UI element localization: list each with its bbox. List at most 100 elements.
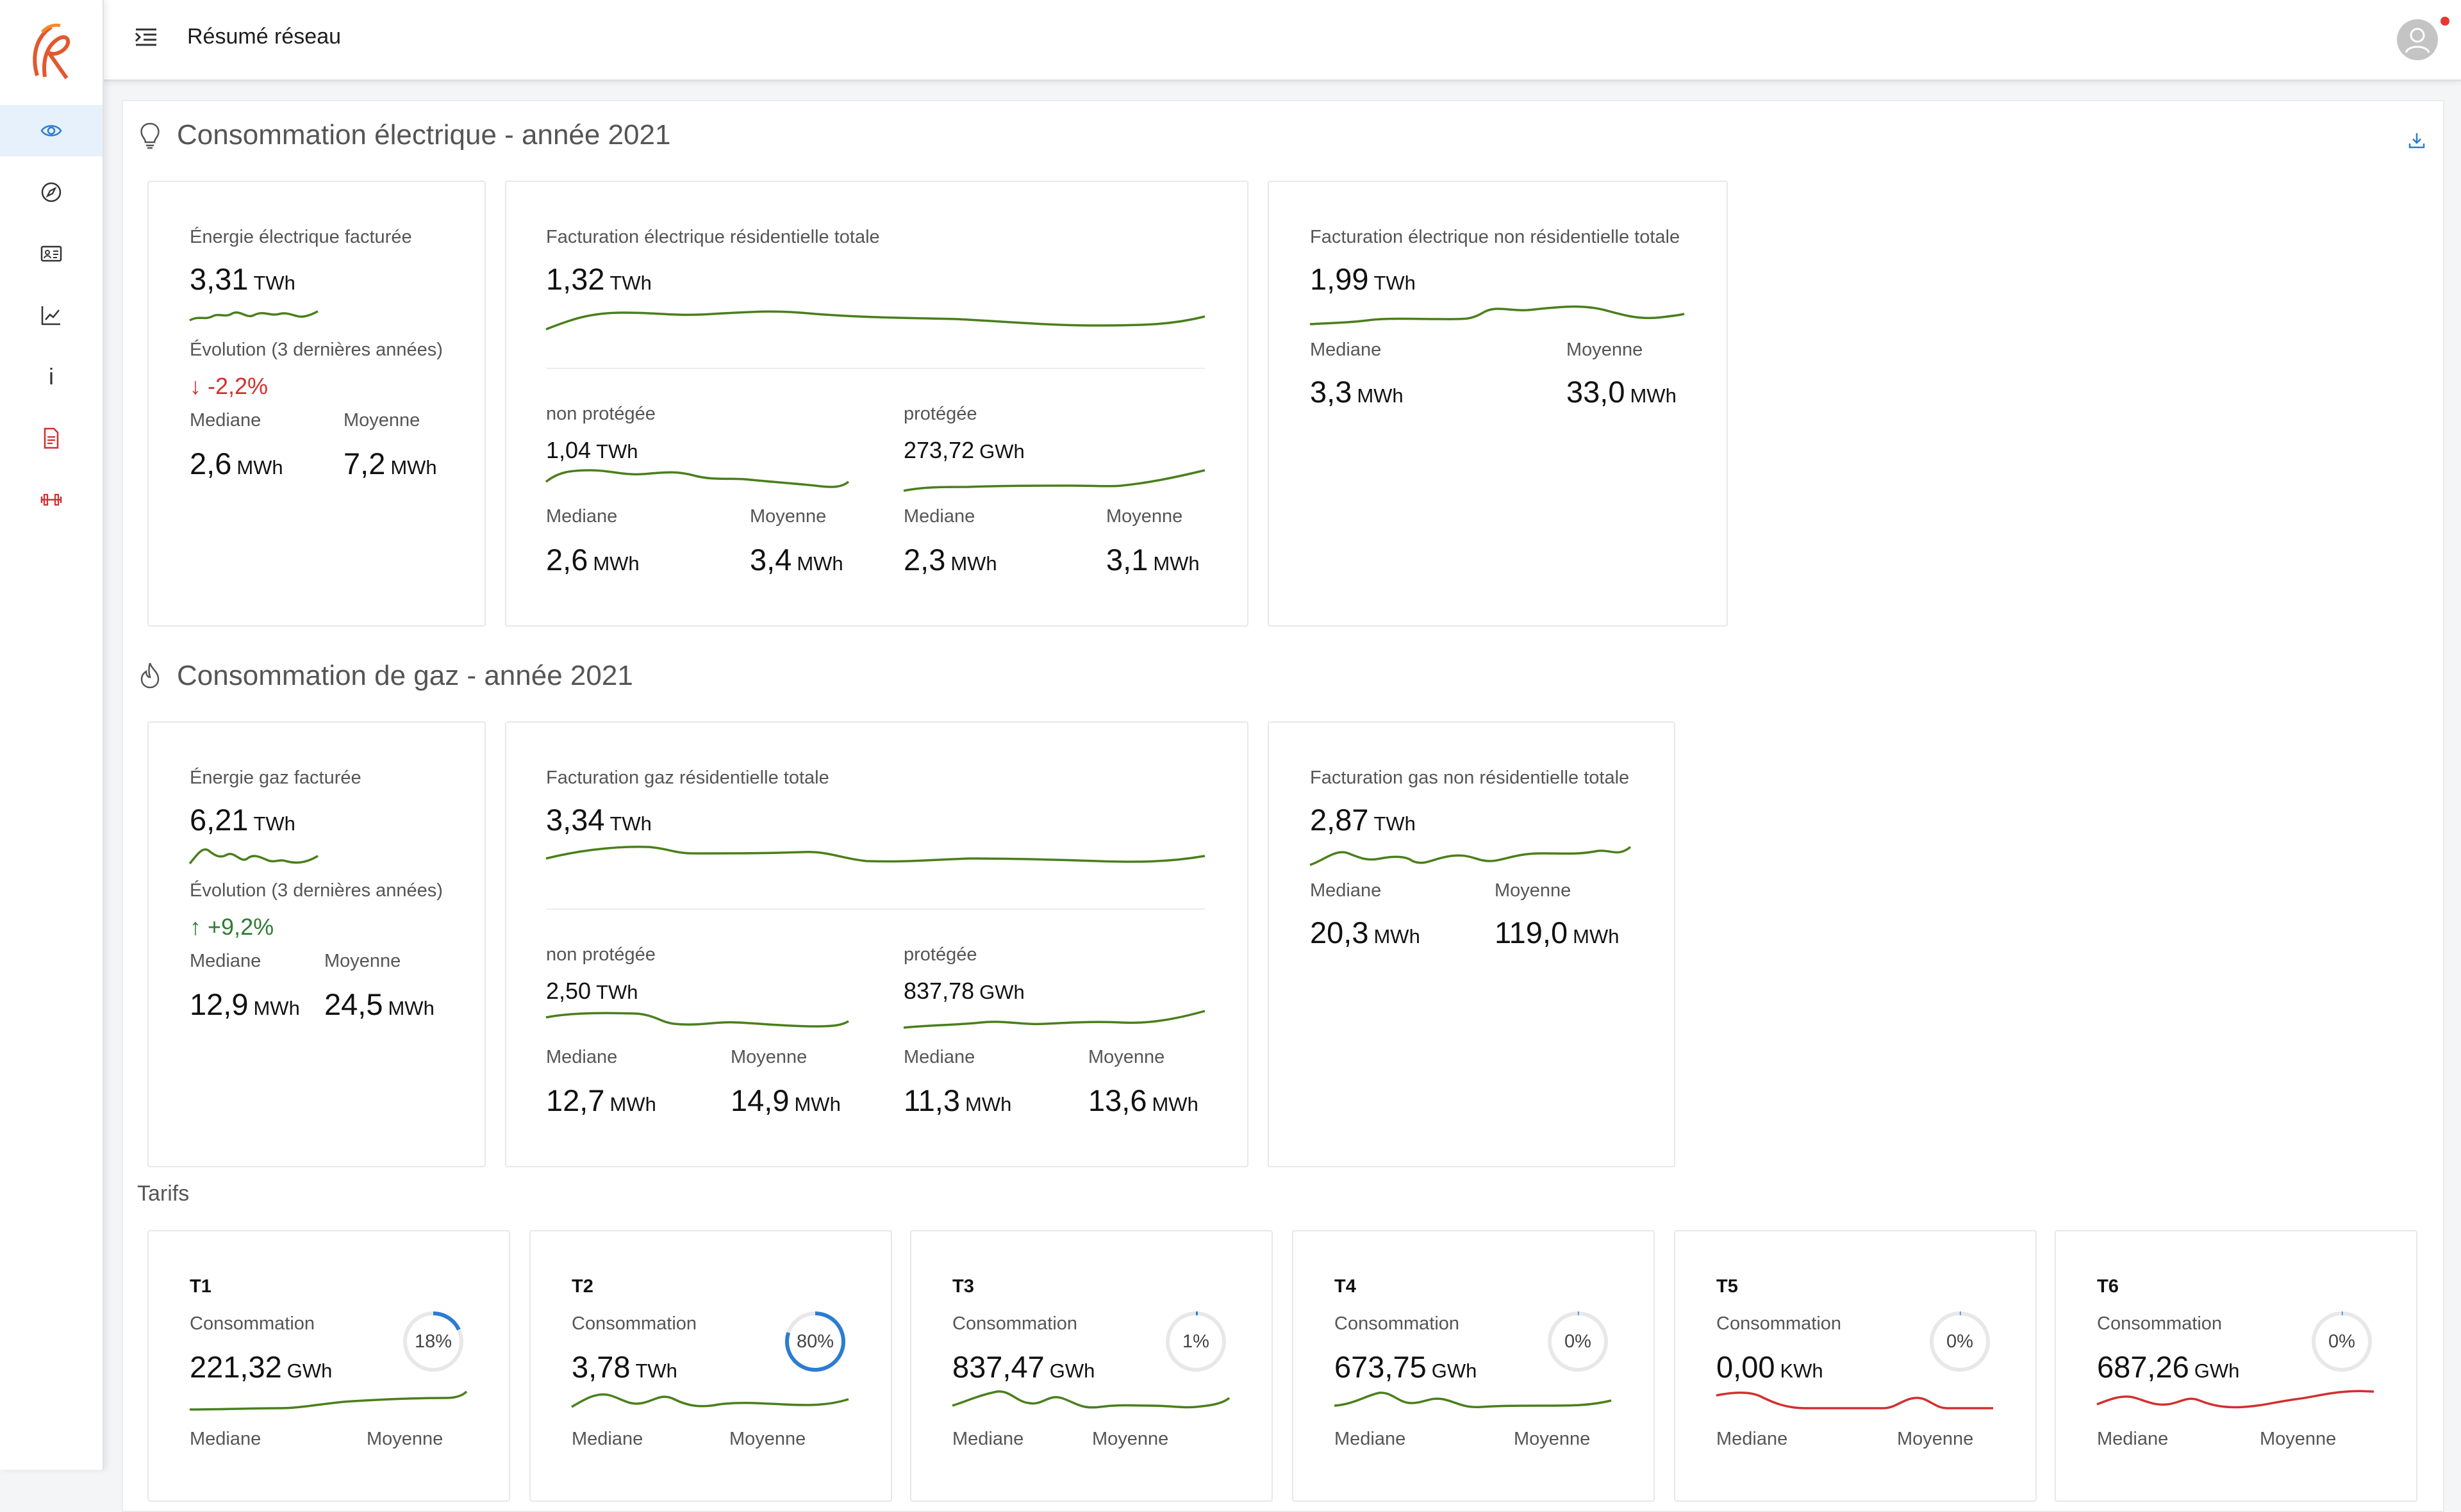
- median-label: Mediane: [1310, 340, 1382, 360]
- median-label: Mediane: [572, 1429, 643, 1449]
- tarif-name: T3: [952, 1276, 974, 1297]
- menu-toggle-icon[interactable]: [133, 24, 159, 50]
- sparkline: [189, 1390, 468, 1411]
- percent-text: 1%: [1182, 1331, 1209, 1352]
- percent-text: 0%: [1564, 1331, 1591, 1352]
- percent-text: 18%: [414, 1331, 452, 1352]
- median-value: 20,3 MWh: [1310, 916, 1420, 949]
- card-gas-residential: [505, 721, 1248, 1167]
- percent-text: 0%: [2328, 1331, 2355, 1352]
- consumption-label: Consommation: [2097, 1313, 2223, 1334]
- median-label: Mediane: [904, 506, 975, 527]
- median-label: Mediane: [1310, 880, 1382, 901]
- sparkline: [1309, 846, 1632, 866]
- mean-label: Moyenne: [1092, 1429, 1169, 1449]
- value-unprotected: 2,50 TWh: [546, 978, 638, 1004]
- sidebar-item-charts[interactable]: [0, 290, 103, 341]
- consumption-label: Consommation: [1716, 1313, 1842, 1334]
- flame-icon: [140, 662, 160, 689]
- sidebar-item-documents[interactable]: [0, 413, 103, 464]
- value-protected: 273,72 GWh: [904, 437, 1025, 463]
- value: 1,32 TWh: [546, 262, 652, 296]
- eye-icon: [40, 125, 62, 136]
- mean-label: Moyenne: [729, 1429, 806, 1449]
- notification-dot: [2440, 17, 2449, 26]
- value: 1,99 TWh: [1310, 262, 1416, 296]
- consumption-label: Consommation: [572, 1313, 697, 1334]
- sparkline: [952, 1390, 1230, 1409]
- mean-label: Moyenne: [324, 951, 401, 971]
- value: 2,87 TWh: [1310, 803, 1416, 837]
- sidebar-item-tools[interactable]: [0, 474, 103, 525]
- median-label: Mediane: [190, 1429, 261, 1449]
- percent-ring: [1930, 1311, 1990, 1372]
- label: Facturation gaz résidentielle totale: [546, 768, 829, 788]
- label-unprotected: non protégée: [546, 944, 656, 965]
- sparkline: [189, 310, 319, 322]
- consumption-value: 673,75 GWh: [1334, 1350, 1477, 1384]
- mean-label: Moyenne: [367, 1429, 443, 1449]
- median-value: 2,6 MWh: [546, 543, 640, 577]
- sparkline: [571, 1393, 849, 1408]
- tarif-name: T6: [2097, 1276, 2119, 1297]
- sparkline: [188, 848, 319, 865]
- consumption-value: 3,78 TWh: [572, 1350, 677, 1384]
- mean-label: Moyenne: [1106, 506, 1183, 527]
- consumption-label: Consommation: [952, 1313, 1078, 1334]
- mean-label: Moyenne: [1566, 340, 1643, 360]
- mean-label: Moyenne: [1514, 1429, 1591, 1449]
- sparkline: [545, 1012, 849, 1028]
- divider: [546, 908, 1205, 910]
- divider: [546, 368, 1205, 369]
- consumption-value: 837,47 GWh: [952, 1350, 1095, 1384]
- info-icon: i: [49, 363, 54, 390]
- mean-value: 3,4 MWh: [750, 543, 843, 577]
- compass-icon: [41, 182, 62, 202]
- section-title-electricity: Consommation électrique - année 2021: [177, 119, 671, 151]
- sidebar: i: [0, 0, 104, 1470]
- median-label: Mediane: [190, 951, 261, 971]
- id-card-icon: [40, 245, 62, 262]
- tarif-name: T4: [1334, 1276, 1356, 1297]
- median-label: Mediane: [952, 1429, 1024, 1449]
- download-icon[interactable]: [2407, 131, 2426, 150]
- mean-value: 7,2 MWh: [344, 447, 437, 481]
- percent-text: 80%: [796, 1331, 834, 1352]
- section-title-tarifs: Tarifs: [137, 1181, 190, 1206]
- median-value: 2,3 MWh: [904, 543, 997, 577]
- mean-label: Moyenne: [1897, 1429, 1974, 1449]
- median-value: 12,7 MWh: [546, 1083, 656, 1117]
- sparkline: [1334, 1392, 1612, 1408]
- section-title-gas: Consommation de gaz - année 2021: [177, 660, 633, 691]
- sidebar-item-overview[interactable]: [0, 105, 103, 156]
- mean-label: Moyenne: [344, 410, 420, 431]
- mean-value: 14,9 MWh: [731, 1083, 841, 1117]
- mean-label: Moyenne: [750, 506, 827, 527]
- consumption-label: Consommation: [190, 1313, 315, 1334]
- median-value: 3,3 MWh: [1310, 375, 1404, 409]
- card-electric-nonresidential: [1268, 181, 1728, 627]
- value-protected: 837,78 GWh: [904, 978, 1025, 1004]
- percent-ring: [1548, 1311, 1608, 1372]
- evolution-label: Évolution (3 dernières années): [190, 340, 443, 360]
- percent-ring: [785, 1311, 845, 1372]
- card-electric-energy: [147, 181, 486, 627]
- median-label: Mediane: [2097, 1429, 2169, 1449]
- sidebar-item-contacts[interactable]: [0, 228, 103, 279]
- mean-label: Moyenne: [2260, 1429, 2337, 1449]
- lightbulb-icon: [140, 122, 160, 149]
- median-label: Mediane: [546, 506, 618, 527]
- median-value: 11,3 MWh: [904, 1083, 1012, 1117]
- document-icon: [44, 427, 59, 449]
- percent-text: 0%: [1946, 1331, 1973, 1352]
- evolution-value: ↓ -2,2%: [190, 373, 269, 399]
- user-avatar[interactable]: [2397, 19, 2438, 60]
- barbell-icon: [40, 493, 62, 506]
- app-logo[interactable]: [26, 19, 77, 83]
- sidebar-item-info[interactable]: i: [0, 351, 103, 402]
- mean-value: 13,6 MWh: [1088, 1083, 1198, 1117]
- sidebar-item-explore[interactable]: [0, 167, 103, 218]
- evolution-label: Évolution (3 dernières années): [190, 880, 443, 901]
- label: Facturation gas non résidentielle totale: [1310, 768, 1630, 788]
- median-label: Mediane: [1334, 1429, 1406, 1449]
